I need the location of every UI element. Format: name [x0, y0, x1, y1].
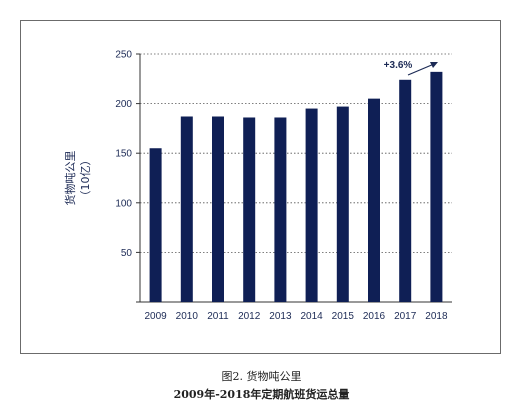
bar-2014 — [305, 108, 318, 302]
y-ticks: 50 100 150 200 250 — [115, 50, 140, 303]
bar-2009 — [149, 148, 162, 302]
y-tick-label: 200 — [115, 99, 132, 110]
y-tick-label: 100 — [115, 198, 132, 209]
y-tick-label: 250 — [115, 50, 132, 61]
y-axis-label-line2: （10亿） — [79, 155, 92, 202]
y-axis-label-line1: 货物吨公里 — [63, 151, 77, 206]
growth-annotation-text: +3.6% — [384, 60, 413, 71]
y-tick-label: 150 — [115, 149, 132, 160]
bars — [149, 71, 443, 303]
y-axis-label: 货物吨公里 （10亿） — [63, 151, 92, 206]
bar-2018 — [430, 71, 443, 302]
growth-arrow-head — [430, 62, 438, 68]
x-tick-label: 2017 — [394, 311, 417, 322]
x-tick-label: 2012 — [238, 311, 261, 322]
x-tick-labels: 2009 2010 2011 2012 2013 2014 2015 2016 2017 2018 — [144, 311, 447, 322]
figure-caption-subtitle: 2009年-2018年定期航班货运总量 — [173, 388, 350, 401]
bar-2010 — [180, 116, 193, 302]
bar-2012 — [243, 117, 256, 302]
x-tick-label: 2010 — [176, 311, 199, 322]
x-tick-label: 2014 — [300, 311, 323, 322]
x-tick-label: 2018 — [425, 311, 448, 322]
bar-2015 — [336, 106, 349, 303]
x-tick-label: 2009 — [144, 311, 167, 322]
bar-2016 — [368, 98, 380, 302]
figure-caption-title: 图2. 货物吨公里 — [221, 370, 302, 383]
x-tick-label: 2015 — [332, 311, 355, 322]
chart-frame — [20, 20, 501, 354]
bar-2017 — [399, 79, 412, 303]
x-tick-label: 2013 — [269, 311, 292, 322]
y-tick-label: 50 — [121, 248, 133, 259]
bar-2011 — [212, 116, 224, 302]
x-tick-label: 2016 — [363, 311, 386, 322]
growth-arrow — [407, 63, 435, 76]
growth-annotation: +3.6% — [384, 60, 438, 76]
x-tick-label: 2011 — [207, 311, 229, 322]
bar-2013 — [274, 117, 287, 302]
